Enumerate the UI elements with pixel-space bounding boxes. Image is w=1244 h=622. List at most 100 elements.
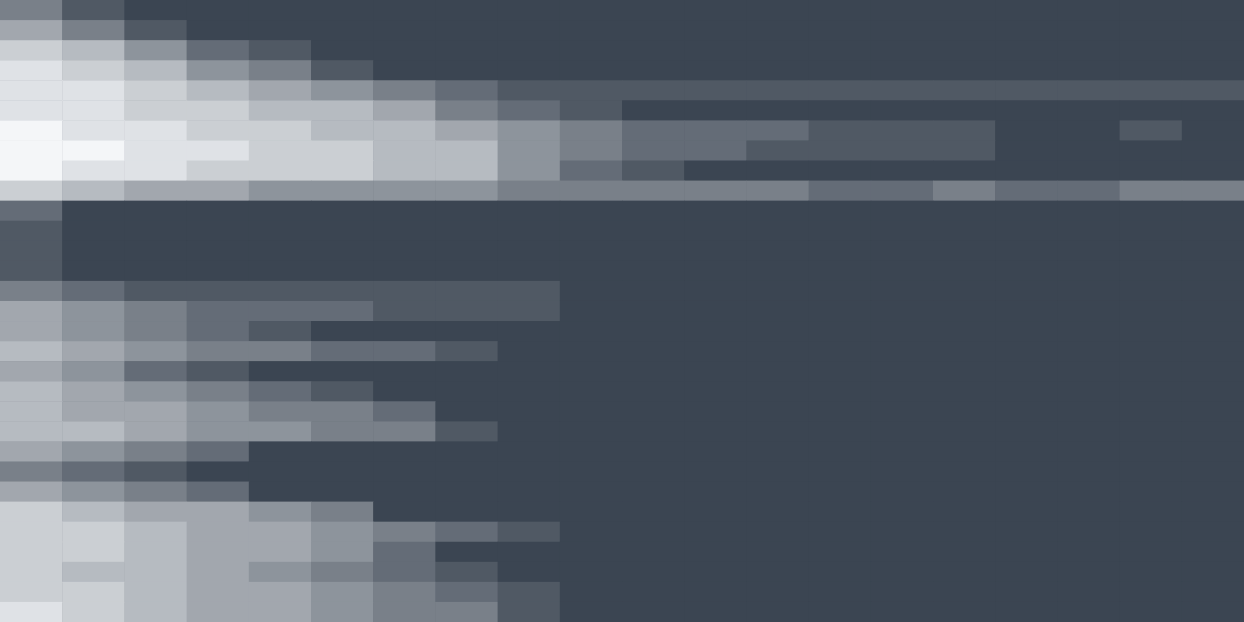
- heatmap-cell: [373, 522, 436, 543]
- heatmap-cell: [1057, 461, 1120, 482]
- heatmap-cell: [871, 161, 934, 182]
- heatmap-cell: [622, 281, 685, 302]
- heatmap-cell: [622, 482, 685, 503]
- heatmap-cell: [995, 100, 1058, 121]
- heatmap-cell: [1182, 221, 1244, 242]
- heatmap-cell: [373, 140, 436, 161]
- heatmap-cell: [187, 0, 250, 21]
- heatmap-cell: [809, 321, 872, 342]
- heatmap-cell: [622, 401, 685, 422]
- heatmap-cell: [622, 522, 685, 543]
- heatmap-cell: [622, 502, 685, 523]
- heatmap-cell: [995, 582, 1058, 603]
- heatmap-cell: [871, 301, 934, 322]
- heatmap-cell: [1057, 542, 1120, 563]
- heatmap-cell: [933, 341, 996, 362]
- heatmap-cell: [373, 60, 436, 81]
- heatmap-cell: [0, 421, 63, 442]
- heatmap-cell: [1182, 40, 1244, 61]
- heatmap-cell: [684, 461, 747, 482]
- heatmap-cell: [1057, 140, 1120, 161]
- heatmap-cell: [933, 421, 996, 442]
- heatmap-cell: [0, 40, 63, 61]
- heatmap-cell: [124, 120, 187, 141]
- heatmap-cell: [1057, 221, 1120, 242]
- heatmap-cell: [62, 140, 125, 161]
- heatmap-cell: [622, 140, 685, 161]
- heatmap-cell: [995, 522, 1058, 543]
- heatmap-cell: [1057, 441, 1120, 462]
- heatmap-cell: [809, 522, 872, 543]
- heatmap-cell: [622, 120, 685, 141]
- heatmap-cell: [871, 341, 934, 362]
- heatmap-cell: [684, 602, 747, 622]
- heatmap-cell: [746, 301, 809, 322]
- heatmap-cell: [746, 20, 809, 41]
- heatmap-cell: [746, 341, 809, 362]
- heatmap-cell: [809, 602, 872, 622]
- heatmap-cell: [622, 181, 685, 202]
- heatmap-cell: [622, 321, 685, 342]
- heatmap-cell: [995, 321, 1058, 342]
- heatmap-cell: [622, 161, 685, 182]
- heatmap-cell: [995, 502, 1058, 523]
- heatmap-cell: [684, 582, 747, 603]
- heatmap-cell: [1057, 562, 1120, 583]
- heatmap-cell: [622, 341, 685, 362]
- heatmap-cell: [249, 421, 312, 442]
- heatmap-cell: [684, 401, 747, 422]
- heatmap-cell: [933, 301, 996, 322]
- heatmap-cell: [249, 461, 312, 482]
- heatmap-cell: [62, 361, 125, 382]
- heatmap-cell: [124, 381, 187, 402]
- heatmap-cell: [684, 381, 747, 402]
- heatmap-cell: [373, 100, 436, 121]
- heatmap-cell: [435, 100, 498, 121]
- heatmap-cell: [0, 301, 63, 322]
- heatmap-cell: [124, 60, 187, 81]
- heatmap-cell: [1057, 100, 1120, 121]
- heatmap-cell: [187, 80, 250, 101]
- heatmap-cell: [62, 401, 125, 422]
- heatmap-cell: [249, 542, 312, 563]
- heatmap-cell: [560, 461, 623, 482]
- heatmap-cell: [62, 421, 125, 442]
- heatmap-cell: [187, 201, 250, 222]
- heatmap-cell: [62, 461, 125, 482]
- heatmap-cell: [498, 281, 561, 302]
- heatmap-cell: [1120, 80, 1183, 101]
- heatmap-cell: [1182, 461, 1244, 482]
- heatmap-cell: [933, 201, 996, 222]
- heatmap-cell: [746, 321, 809, 342]
- heatmap-cell: [809, 120, 872, 141]
- heatmap-cell: [124, 301, 187, 322]
- heatmap-cell: [871, 421, 934, 442]
- heatmap-cell: [187, 20, 250, 41]
- heatmap-cell: [684, 120, 747, 141]
- heatmap-cell: [62, 441, 125, 462]
- heatmap-cell: [560, 421, 623, 442]
- heatmap-cell: [684, 0, 747, 21]
- heatmap-cell: [311, 341, 374, 362]
- heatmap-cell: [684, 301, 747, 322]
- heatmap-cell: [498, 181, 561, 202]
- heatmap-cell: [311, 401, 374, 422]
- heatmap-cell: [1057, 201, 1120, 222]
- heatmap-cell: [435, 120, 498, 141]
- heatmap-cell: [560, 482, 623, 503]
- heatmap-cell: [498, 482, 561, 503]
- heatmap-cell: [746, 140, 809, 161]
- heatmap-cell: [1057, 60, 1120, 81]
- heatmap-cell: [995, 401, 1058, 422]
- heatmap-cell: [871, 120, 934, 141]
- heatmap-cell: [249, 100, 312, 121]
- heatmap-cell: [871, 542, 934, 563]
- heatmap-cell: [1120, 221, 1183, 242]
- heatmap-cell: [1120, 461, 1183, 482]
- heatmap-cell: [124, 221, 187, 242]
- heatmap-cell: [249, 522, 312, 543]
- heatmap-cell: [809, 401, 872, 422]
- heatmap-cell: [124, 161, 187, 182]
- heatmap-cell: [187, 140, 250, 161]
- heatmap-cell: [373, 181, 436, 202]
